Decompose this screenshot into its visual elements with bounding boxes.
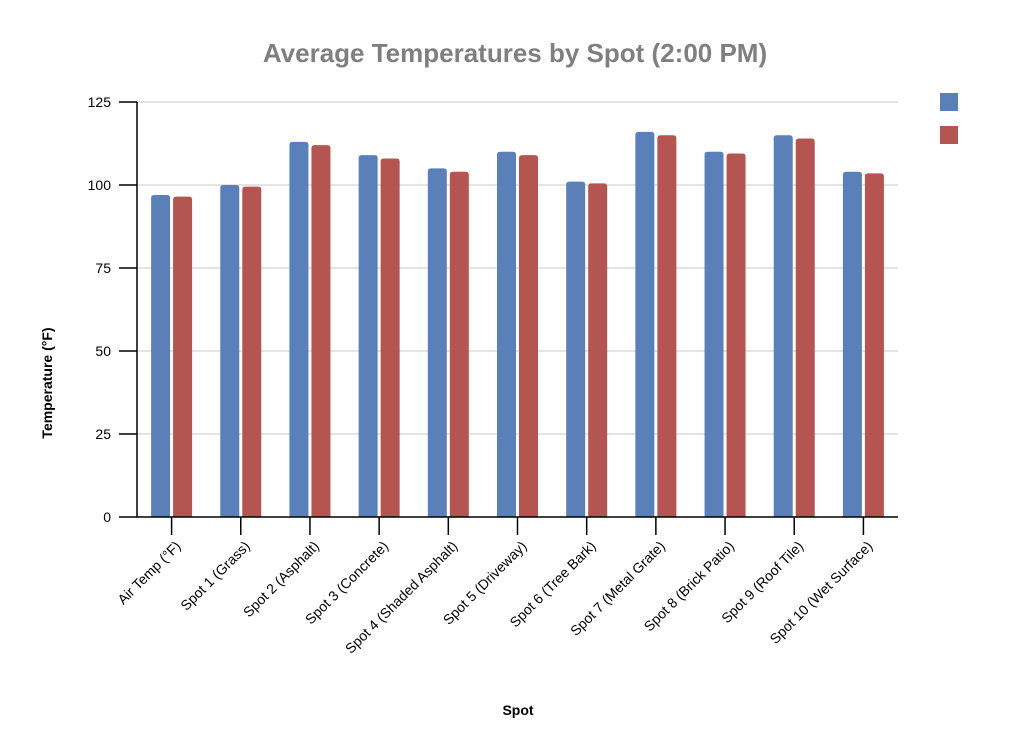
y-tick-label: 0 (103, 509, 111, 525)
legend-swatch-series-1 (940, 93, 958, 111)
bar-series-2 (173, 196, 193, 517)
bar-series-2 (380, 158, 400, 517)
bar-series-2 (519, 155, 538, 517)
gridlines (137, 101, 898, 435)
x-axis-title: Spot (502, 702, 533, 718)
bar-series-1 (842, 171, 862, 517)
y-axis-title: Temperature (°F) (39, 327, 55, 438)
x-tick-label: Air Temp (°F) (114, 538, 184, 608)
bar-series-1 (566, 181, 586, 517)
bar-series-2 (449, 171, 469, 517)
y-tick-labels: 0 25 50 75 100 125 (88, 94, 137, 525)
bar-series-2 (657, 135, 677, 517)
y-tick-label: 50 (95, 343, 111, 359)
y-tick-label: 100 (88, 177, 112, 193)
bar-series-1 (289, 141, 309, 517)
chart-title: Average Temperatures by Spot (2:00 PM) (263, 38, 767, 68)
bar-series-1 (635, 131, 655, 517)
bars (151, 131, 884, 518)
bar-series-2 (242, 186, 262, 517)
bar-series-2 (726, 153, 746, 517)
bar-series-1 (358, 155, 378, 517)
bar-series-2 (588, 183, 608, 517)
y-tick-label: 125 (88, 94, 112, 110)
bar-series-2 (311, 145, 331, 517)
x-tick-labels: Air Temp (°F)Spot 1 (Grass)Spot 2 (Aspha… (114, 517, 876, 657)
y-tick-label: 25 (95, 426, 111, 442)
bar-series-1 (220, 185, 240, 517)
bar-series-2 (795, 138, 815, 517)
bar-series-1 (773, 135, 793, 517)
bar-series-1 (427, 168, 447, 517)
y-tick-label: 75 (95, 260, 111, 276)
bar-series-1 (151, 194, 171, 517)
legend (940, 93, 958, 144)
x-tick-label: Spot 1 (Grass) (177, 538, 253, 614)
bar-series-1 (704, 151, 724, 518)
bar-series-1 (497, 151, 516, 518)
legend-swatch-series-2 (940, 126, 958, 144)
bar-series-2 (864, 173, 884, 517)
x-tick-label: Spot 4 (Shaded Asphalt) (342, 538, 461, 657)
